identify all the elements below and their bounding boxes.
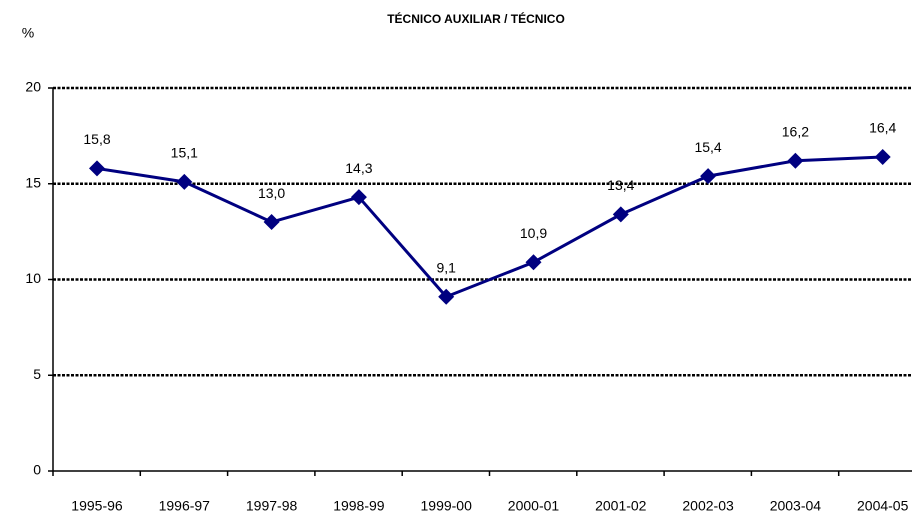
x-tick-label: 2000-01 [508,498,560,514]
line [96,155,883,299]
marker [89,160,105,177]
y-tick-label: 5 [33,366,41,382]
x-tick-label: 1998-99 [333,498,385,514]
x-tick-label: 2002-03 [682,498,734,514]
x-tick-label: 1999-00 [421,498,473,514]
data-label: 10,9 [520,225,547,241]
chart-title: TÉCNICO AUXILIAR / TÉCNICO [387,11,565,26]
data-label: 13,0 [258,185,285,201]
data-label: 15,8 [83,131,110,147]
x-tick-label: 2001-02 [595,498,647,514]
x-tick-label: 2003-04 [770,498,822,514]
marker [263,214,280,231]
marker [787,152,804,169]
data-label: 15,4 [694,139,721,155]
marker [700,168,717,185]
marker [438,288,455,305]
y-tick-label: 10 [25,270,41,286]
x-tick-label: 1995-96 [71,498,123,514]
marker [612,206,629,223]
x-tick-label: 1996-97 [159,498,211,514]
data-label: 14,3 [345,160,372,176]
data-label: 9,1 [436,259,456,275]
data-label: 16,2 [782,123,809,139]
marker [350,189,367,206]
x-tick-label: 2004-05 [857,498,909,514]
marker [176,173,193,190]
data-label: 16,4 [869,120,896,136]
marker [525,254,542,271]
marker [874,148,891,165]
y-tick-label: 20 [25,79,41,95]
x-tick-label: 1997-98 [246,498,298,514]
y-axis-label: % [22,25,34,41]
y-tick-label: 0 [33,462,41,478]
y-tick-label: 15 [25,174,41,190]
data-label: 15,1 [171,145,198,161]
data-label: 13,4 [607,177,634,193]
